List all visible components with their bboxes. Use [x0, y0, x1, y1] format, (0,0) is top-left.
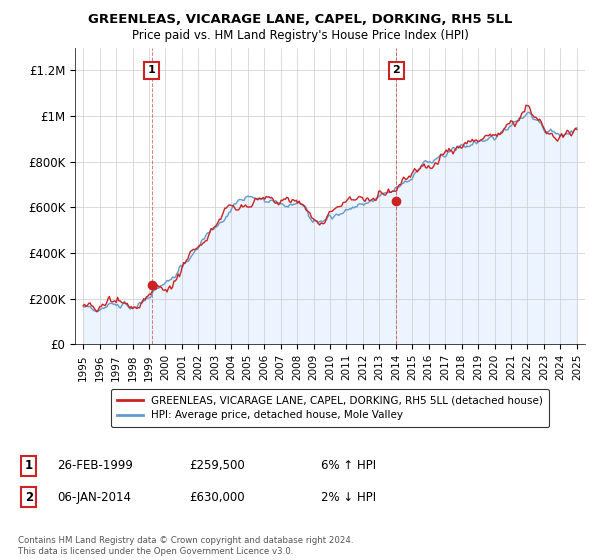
Text: £630,000: £630,000	[189, 491, 245, 504]
Text: £259,500: £259,500	[189, 459, 245, 473]
Text: 2: 2	[25, 491, 33, 504]
Text: 06-JAN-2014: 06-JAN-2014	[57, 491, 131, 504]
Legend: GREENLEAS, VICARAGE LANE, CAPEL, DORKING, RH5 5LL (detached house), HPI: Average: GREENLEAS, VICARAGE LANE, CAPEL, DORKING…	[110, 389, 550, 427]
Text: GREENLEAS, VICARAGE LANE, CAPEL, DORKING, RH5 5LL: GREENLEAS, VICARAGE LANE, CAPEL, DORKING…	[88, 13, 512, 26]
Text: 1: 1	[25, 459, 33, 473]
Text: 26-FEB-1999: 26-FEB-1999	[57, 459, 133, 473]
Text: Price paid vs. HM Land Registry's House Price Index (HPI): Price paid vs. HM Land Registry's House …	[131, 29, 469, 42]
Text: 1: 1	[148, 66, 155, 76]
Text: Contains HM Land Registry data © Crown copyright and database right 2024.
This d: Contains HM Land Registry data © Crown c…	[18, 536, 353, 556]
Text: 2% ↓ HPI: 2% ↓ HPI	[321, 491, 376, 504]
Text: 2: 2	[392, 66, 400, 76]
Text: 6% ↑ HPI: 6% ↑ HPI	[321, 459, 376, 473]
